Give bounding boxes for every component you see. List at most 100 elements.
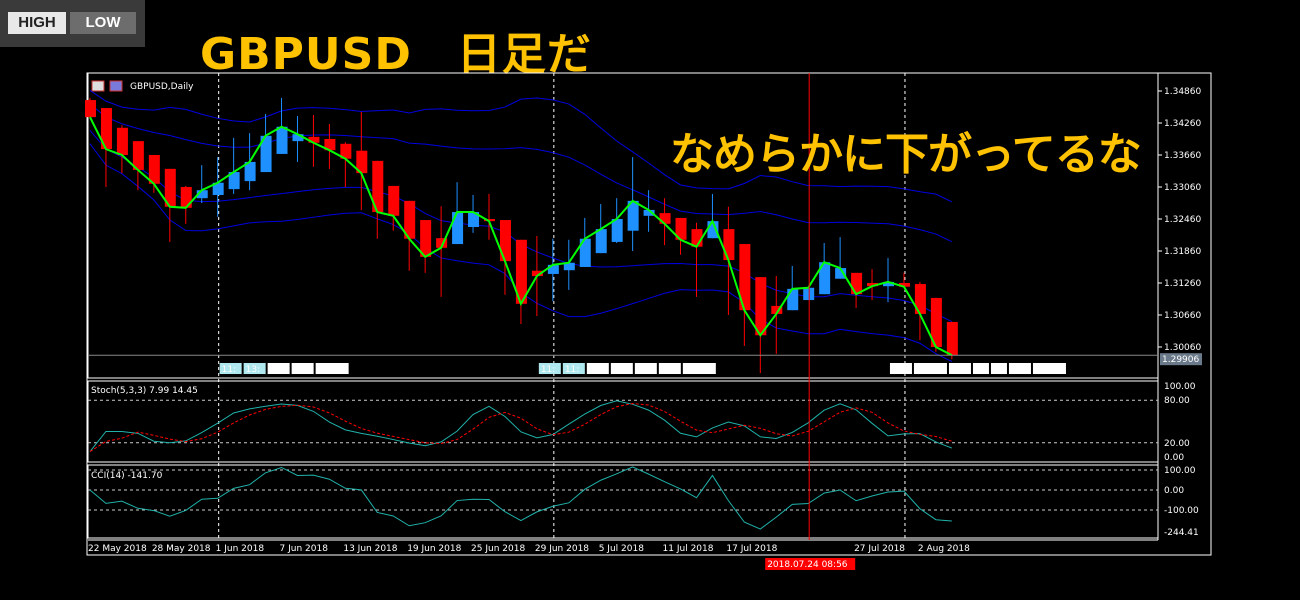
bear-candle: [148, 154, 160, 184]
bear-candle: [420, 220, 432, 257]
session-tag-bg: [1032, 363, 1066, 374]
bear-candle: [308, 136, 320, 143]
cci-tick-label: -100.00: [1164, 506, 1199, 516]
pane-border: [87, 72, 1159, 379]
bear-candle: [723, 229, 735, 261]
session-tag-bg: [586, 363, 609, 374]
bear-candle: [691, 229, 703, 247]
bear-candle: [739, 244, 751, 311]
stoch-signal-line: [89, 403, 952, 452]
session-tag-bg: [990, 363, 1007, 374]
bear-candle: [515, 239, 527, 304]
cci-label: CCI(14) -141.70: [91, 471, 163, 481]
price-tick-label: 1.30660: [1164, 311, 1201, 321]
session-tag: 02:50: [685, 365, 711, 375]
session-tag-bg: [267, 363, 290, 374]
price-tick-label: 1.32460: [1164, 215, 1201, 225]
bear-candle: [388, 185, 400, 216]
session-tag-bg: [538, 363, 561, 374]
bull-candle: [260, 135, 272, 173]
overlay-title: GBPUSD 日足だ: [200, 29, 592, 80]
session-tag: 11:: [892, 365, 906, 375]
bull-candle: [292, 134, 304, 142]
session-tag: 11:: [541, 365, 555, 375]
bear-candle: [164, 168, 176, 207]
session-tag-bg: [219, 363, 242, 374]
price-tick-label: 1.34860: [1164, 87, 1201, 97]
bull-candle: [196, 190, 208, 199]
session-tag: 03:: [270, 365, 284, 375]
bear-candle: [340, 143, 352, 159]
time-tick-label: 11 Jul 2018: [663, 544, 714, 554]
stoch-tick-label: 100.00: [1164, 382, 1196, 392]
time-tick-label: 25 Jun 2018: [471, 544, 525, 554]
bull-candle: [595, 229, 607, 254]
session-tag: 22:30: [318, 365, 344, 375]
session-tag-bg: [889, 363, 912, 374]
highlow-logo: HIGH LOW: [0, 0, 145, 47]
pane-border: [87, 380, 1159, 463]
cci-pane: 100.00 0.00 -100.00 -244.41: [88, 466, 1199, 538]
time-tick-label: 28 May 2018: [152, 544, 211, 554]
bull-candle: [643, 209, 655, 216]
bull-candle: [452, 212, 464, 245]
stochastic-pane: 100.00 80.00 20.00 0.00: [88, 382, 1196, 463]
bear-candle: [324, 138, 336, 151]
time-tick-label: 27 Jul 2018: [854, 544, 905, 554]
bull-candle: [244, 161, 256, 182]
stoch-label: Stoch(5,3,3) 7.99 14.45: [91, 386, 198, 396]
session-tag: 02:50: [1035, 365, 1061, 375]
bull-candle: [547, 264, 559, 274]
bull-candle: [468, 212, 480, 227]
bear-candle: [771, 305, 783, 314]
time-axis: 22 May 2018 28 May 2018 1 Jun 2018 7 Jun 20…: [88, 73, 970, 570]
bull-candle: [212, 182, 224, 195]
price-tick-label: 1.34260: [1164, 119, 1201, 129]
bollinger-band-line: [89, 90, 953, 203]
price-tick-label: 1.33660: [1164, 151, 1201, 161]
session-tag: 02:: [637, 365, 651, 375]
session-tag-bg: [315, 363, 349, 374]
bear-candle: [930, 297, 942, 347]
bull-candle: [819, 262, 831, 295]
bull-candle: [579, 238, 591, 267]
time-tick-label: 7 Jun 2018: [280, 544, 329, 554]
session-tag-bg: [610, 363, 633, 374]
bear-candle: [867, 282, 879, 287]
session-tag: 10:: [294, 365, 308, 375]
bid-label: 1.29906: [1162, 355, 1199, 365]
bear-candle: [851, 272, 863, 295]
session-tag: 11:: [565, 365, 579, 375]
session-tag-bg: [291, 363, 314, 374]
session-tag-bg: [1008, 363, 1031, 374]
crosshair-date-label: 2018.07.24 08:56: [767, 560, 848, 570]
session-tag: 13:: [246, 365, 260, 375]
bear-candle: [675, 217, 687, 240]
chart-symbol-label: GBPUSD,Daily: [130, 82, 194, 92]
bear-candle: [100, 108, 112, 150]
time-tick-label: 13 Jun 2018: [343, 544, 397, 554]
crosshair-date-bg: [765, 558, 856, 570]
session-tag-bg: [634, 363, 657, 374]
session-tag: 14:30: [916, 365, 942, 375]
bull-candle: [883, 281, 894, 287]
stoch-tick-label: 80.00: [1164, 396, 1190, 406]
time-tick-label: 29 Jun 2018: [535, 544, 589, 554]
bull-candle: [228, 172, 240, 190]
time-tick-label: 2 Aug 2018: [918, 544, 970, 554]
price-tick-label: 1.33060: [1164, 183, 1201, 193]
bear-candle: [659, 213, 671, 224]
chart-frame: [86, 72, 1212, 556]
close-line: [89, 116, 953, 357]
time-tick-label: 17 Jul 2018: [726, 544, 777, 554]
session-tag-bg: [658, 363, 681, 374]
cci-tick-label: -244.41: [1164, 528, 1199, 538]
cci-line: [89, 466, 952, 530]
time-tick-label: 5 Jul 2018: [599, 544, 644, 554]
cci-tick-label: 0.00: [1164, 486, 1184, 496]
bear-candle: [898, 282, 910, 287]
bear-candle: [436, 238, 448, 248]
session-tag-bg: [562, 363, 585, 374]
session-tag: 11:: [589, 365, 603, 375]
